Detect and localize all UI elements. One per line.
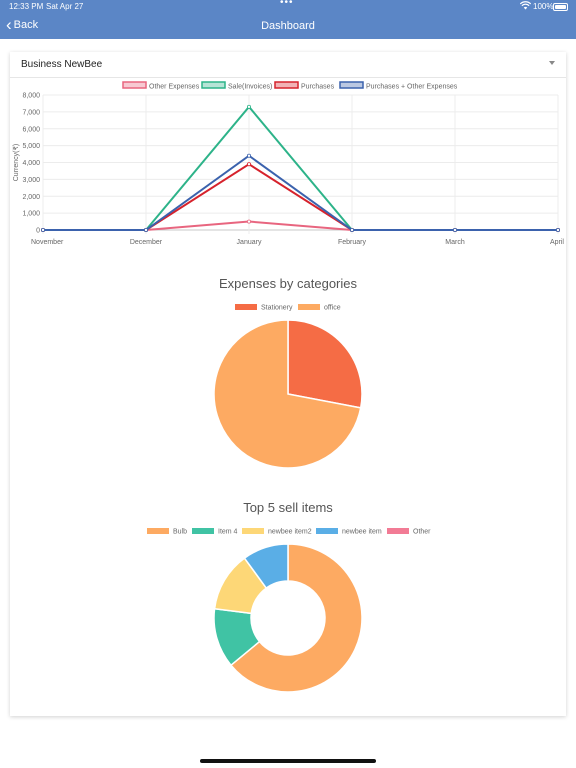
y-tick-label: 7,000 xyxy=(22,109,40,116)
pie-slice xyxy=(287,319,363,409)
navigation-bar: ‹ Back Dashboard xyxy=(0,14,576,39)
y-tick-label: 1,000 xyxy=(22,211,40,218)
series-line xyxy=(43,105,558,231)
legend-label: Sale(Invoices) xyxy=(228,84,272,91)
legend-swatch xyxy=(192,528,214,534)
pie-slice xyxy=(229,543,363,693)
y-tick-label: 3,000 xyxy=(22,177,40,184)
series-line xyxy=(43,163,558,231)
legend-label: newbee item2 xyxy=(268,529,312,536)
wifi-icon xyxy=(519,1,532,12)
legend-label: Bulb xyxy=(173,529,187,536)
chart-title: Expenses by categories xyxy=(219,276,358,291)
y-axis-label: Currency(₹) xyxy=(12,144,20,182)
back-button[interactable]: ‹ Back xyxy=(6,15,39,34)
battery-icon xyxy=(553,3,568,11)
legend-label: Other xyxy=(413,529,431,536)
data-point xyxy=(143,227,148,232)
y-tick-label: 0 xyxy=(36,228,40,235)
legend-label: Purchases xyxy=(301,84,335,91)
x-tick-label: February xyxy=(338,239,367,246)
home-indicator xyxy=(200,759,376,763)
data-point xyxy=(246,219,251,224)
dashboard-card: Business NewBee Other Expenses Sale(Invoi… xyxy=(10,52,566,716)
x-tick-label: January xyxy=(237,239,262,246)
pie-slice xyxy=(243,543,289,590)
business-select[interactable]: Business NewBee xyxy=(10,52,566,78)
legend-swatch xyxy=(298,304,320,310)
data-point xyxy=(246,153,251,158)
y-tick-label: 5,000 xyxy=(22,143,40,150)
legend-swatch xyxy=(122,81,147,89)
business-select-value: Business NewBee xyxy=(21,59,103,70)
x-tick-label: March xyxy=(445,239,465,246)
data-point xyxy=(40,227,45,232)
legend-swatch xyxy=(147,528,169,534)
battery-percent: 100% xyxy=(533,2,554,11)
legend-swatch xyxy=(235,304,257,310)
legend-label: Item 4 xyxy=(218,529,238,536)
legend-swatch xyxy=(242,528,264,534)
chevron-down-icon xyxy=(549,61,555,65)
legend-label: newbee item xyxy=(342,529,382,536)
legend-swatch xyxy=(274,81,299,89)
data-point xyxy=(452,227,457,232)
y-tick-label: 2,000 xyxy=(22,194,40,201)
status-time: 12:33 PM xyxy=(9,2,44,11)
legend-swatch xyxy=(387,528,409,534)
legend-label: Stationery xyxy=(261,305,293,312)
chart-title: Top 5 sell items xyxy=(243,500,333,515)
legend-label: Purchases + Other Expenses xyxy=(366,84,458,91)
y-tick-label: 4,000 xyxy=(22,160,40,167)
x-tick-label: December xyxy=(130,239,163,246)
data-point xyxy=(349,227,354,232)
data-point xyxy=(246,104,251,109)
legend-swatch xyxy=(316,528,338,534)
multitasking-dots[interactable]: ••• xyxy=(280,0,294,8)
x-tick-label: November xyxy=(31,239,64,246)
legend-swatch xyxy=(339,81,364,89)
back-label: Back xyxy=(13,19,39,31)
line-chart: Other Expenses Sale(Invoices) Purchases Pur… xyxy=(12,81,564,246)
x-tick-label: April xyxy=(550,239,564,246)
y-tick-label: 8,000 xyxy=(22,93,40,100)
series-line xyxy=(43,154,558,231)
legend-label: office xyxy=(324,305,341,312)
data-point xyxy=(556,227,561,232)
page-title: Dashboard xyxy=(261,20,315,32)
y-tick-label: 6,000 xyxy=(22,126,40,133)
status-date: Sat Apr 27 xyxy=(46,2,84,11)
top5-doughnut-chart: Top 5 sell items Bulb Item 4 newbee item2 ne… xyxy=(147,500,431,693)
legend-swatch xyxy=(201,81,226,89)
data-point xyxy=(246,162,251,167)
legend-label: Other Expenses xyxy=(149,84,200,91)
expenses-pie-chart: Expenses by categories Stationery office xyxy=(213,276,363,469)
status-bar: 12:33 PM Sat Apr 27 ••• 100% xyxy=(0,0,576,14)
chevron-left-icon: ‹ xyxy=(6,15,12,34)
series-line xyxy=(43,220,558,231)
pie-slice xyxy=(213,319,362,469)
